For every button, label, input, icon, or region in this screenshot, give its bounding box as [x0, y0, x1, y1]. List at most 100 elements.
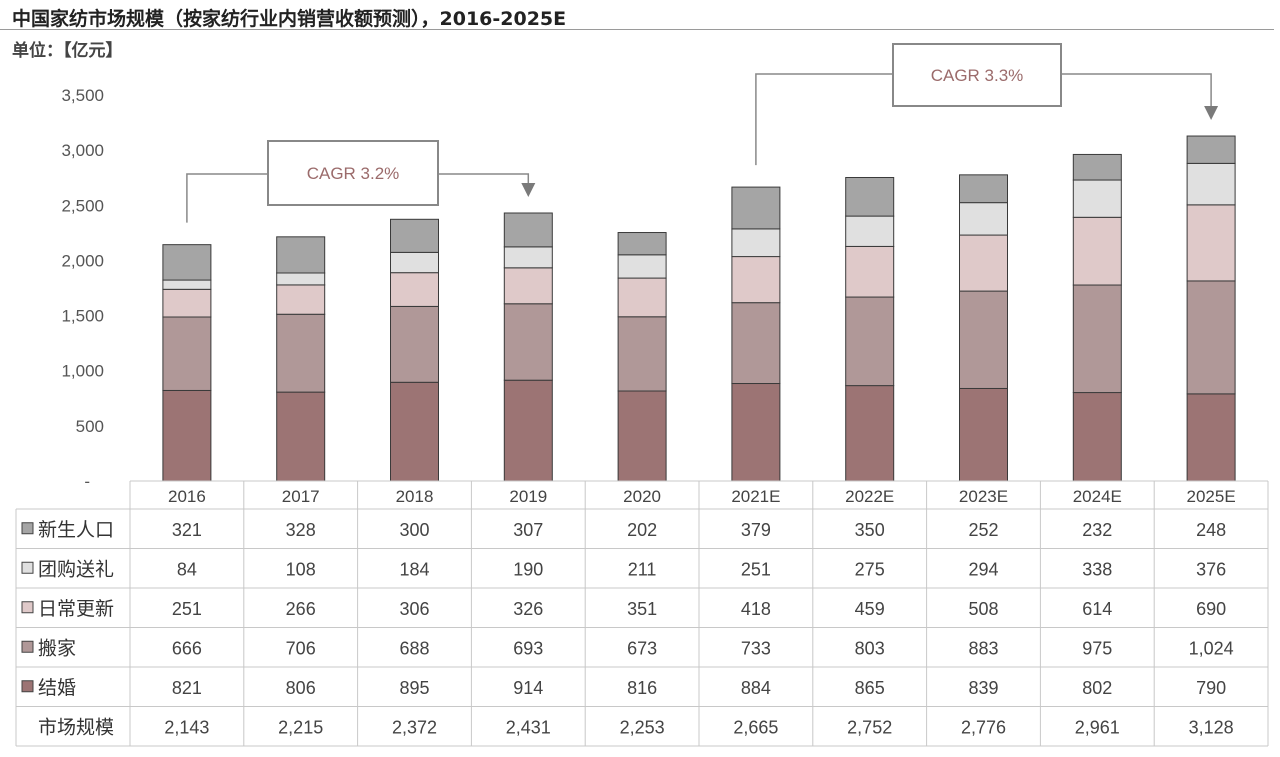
table-cell: 895 [399, 678, 429, 698]
bar-segment [276, 313, 326, 393]
bar-segment [845, 245, 895, 298]
chart-title: 中国家纺市场规模（按家纺行业内销营收额预测），2016-2025E [12, 8, 567, 30]
bar-segment [617, 316, 667, 392]
table-cell: 351 [627, 599, 657, 619]
bar-segment [731, 302, 781, 385]
table-cell: 666 [172, 638, 202, 658]
bar-segment [959, 174, 1008, 204]
bar-segment [1072, 179, 1122, 218]
table-cell: 802 [1082, 678, 1112, 698]
table-cell: 693 [513, 638, 543, 658]
table-cell: 251 [741, 559, 771, 579]
cagr-bracket-line [438, 173, 530, 186]
x-category-label: 2021E [731, 487, 780, 506]
x-category-label: 2024E [1073, 487, 1122, 506]
legend-swatch [21, 640, 34, 653]
cagr-box [892, 43, 1062, 107]
bar-segment [162, 279, 212, 290]
bar-segment [276, 391, 326, 482]
bar-segment [845, 215, 895, 247]
legend-swatch [21, 561, 34, 574]
table-cell: 321 [172, 520, 202, 540]
y-tick-label: 1,500 [61, 307, 104, 326]
y-tick-label: 3,500 [61, 86, 104, 105]
table-cell: 84 [177, 559, 197, 579]
table-cell: 806 [286, 678, 316, 698]
cagr-bracket-line [186, 173, 268, 223]
table-cell: 508 [968, 599, 998, 619]
bar-segment [162, 316, 212, 391]
total-cell: 2,215 [278, 717, 323, 737]
table-cell: 350 [855, 520, 885, 540]
bar-segment [503, 246, 553, 269]
bar-segment [617, 254, 667, 279]
bar-segment [503, 267, 553, 305]
legend-label: 搬家 [38, 637, 76, 659]
bar-segment [390, 251, 439, 274]
bar-segment [959, 290, 1008, 389]
legend-label: 团购送礼 [38, 558, 114, 580]
table-cell: 184 [399, 559, 429, 579]
x-category-label: 2023E [959, 487, 1008, 506]
bar-segment [1186, 393, 1236, 482]
bar-segment [1072, 216, 1122, 286]
legend-swatch [21, 680, 34, 693]
table-cell: 688 [399, 638, 429, 658]
bar-segment [731, 228, 781, 258]
total-cell: 2,665 [733, 717, 778, 737]
bar-segment [617, 232, 667, 256]
bar-segment [1186, 204, 1236, 282]
total-cell: 2,752 [847, 717, 892, 737]
bar-segment [731, 256, 781, 304]
title-divider [0, 29, 1274, 30]
total-cell: 2,253 [620, 717, 665, 737]
bar-segment [1186, 135, 1236, 164]
table-cell: 1,024 [1189, 638, 1234, 658]
table-cell: 338 [1082, 559, 1112, 579]
table-cell: 275 [855, 559, 885, 579]
table-cell: 300 [399, 520, 429, 540]
bar-segment [845, 176, 895, 217]
bar-segment [1072, 153, 1122, 181]
table-cell: 294 [968, 559, 998, 579]
cagr-arrow-head [1204, 106, 1219, 121]
table-cell: 202 [627, 520, 657, 540]
x-category-label: 2016 [168, 487, 206, 506]
y-tick-label: 2,000 [61, 251, 104, 270]
table-cell: 733 [741, 638, 771, 658]
table-cell: 418 [741, 599, 771, 619]
total-row-label: 市场规模 [38, 716, 114, 738]
total-cell: 2,431 [506, 717, 551, 737]
bar-segment [959, 387, 1008, 482]
total-cell: 2,372 [392, 717, 437, 737]
table-cell: 328 [286, 520, 316, 540]
cagr-bracket-line [755, 73, 893, 166]
table-cell: 914 [513, 678, 543, 698]
table-cell: 975 [1082, 638, 1112, 658]
cagr-label: CAGR 3.3% [931, 66, 1024, 85]
cagr-bracket-line [1061, 73, 1212, 109]
table-cell: 232 [1082, 520, 1112, 540]
table-cell: 459 [855, 599, 885, 619]
bar-segment [390, 272, 439, 307]
table-cell: 108 [286, 559, 316, 579]
table-cell: 266 [286, 599, 316, 619]
legend-label: 新生人口 [38, 519, 114, 541]
bar-segment [503, 303, 553, 381]
bar-segment [959, 202, 1008, 236]
table-cell: 790 [1196, 678, 1226, 698]
bar-segment [617, 277, 667, 318]
cagr-box [267, 140, 439, 206]
table-cell: 307 [513, 520, 543, 540]
legend-swatch [21, 522, 34, 535]
bar-segment [845, 385, 895, 482]
total-cell: 2,143 [164, 717, 209, 737]
bar-segment [1072, 392, 1122, 482]
table-cell: 865 [855, 678, 885, 698]
total-cell: 3,128 [1189, 717, 1234, 737]
y-tick-label: 500 [76, 417, 104, 436]
table-cell: 816 [627, 678, 657, 698]
bar-segment [162, 244, 212, 281]
bar-segment [390, 218, 439, 253]
